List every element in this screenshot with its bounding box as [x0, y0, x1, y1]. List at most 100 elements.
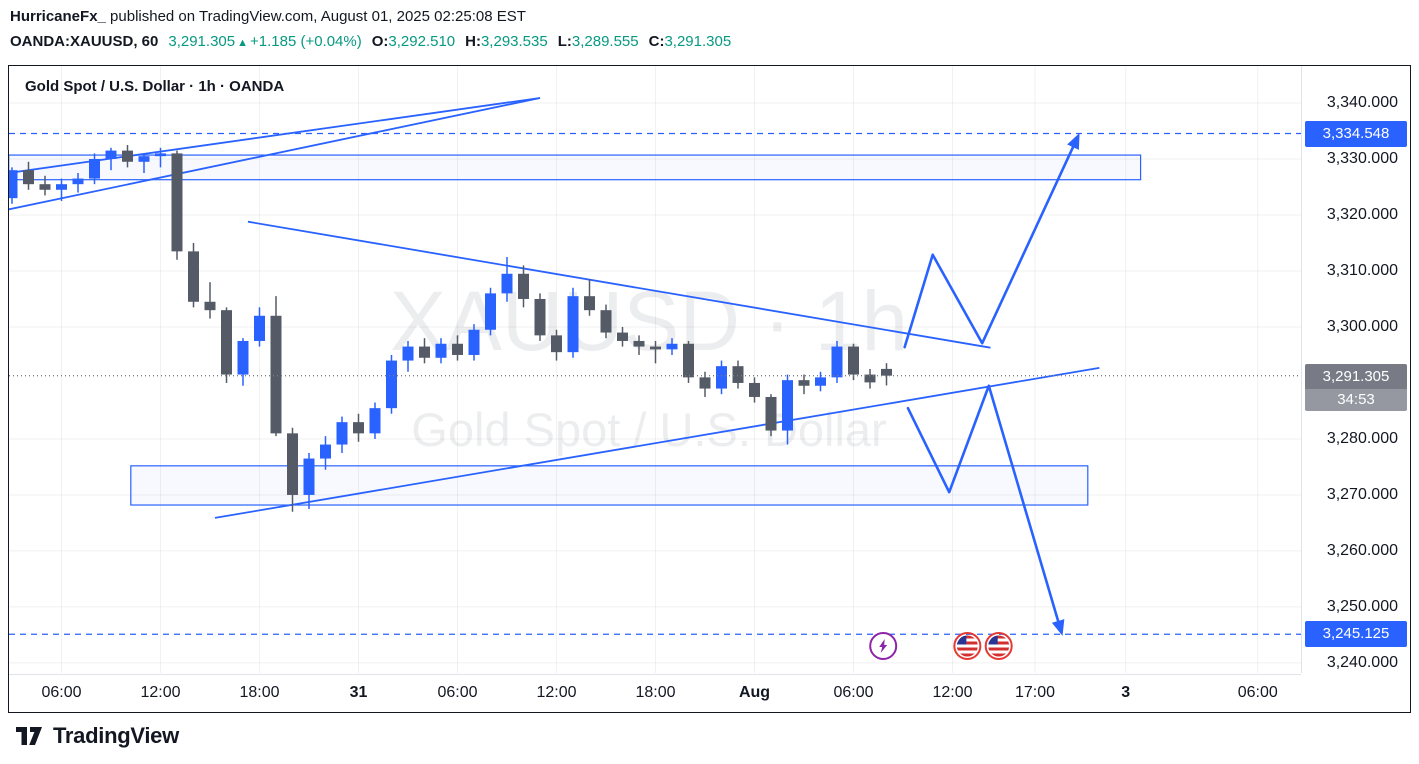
price-tick-label: 3,260.000 [1326, 541, 1398, 559]
time-axis[interactable]: 06:00 12:00 18:00 31 06:00 12:00 18:00 Aug 06:00… [9, 674, 1301, 712]
candle-body-down [518, 273, 529, 299]
bar-countdown: 34:53 [1305, 388, 1407, 411]
low-label: L: [557, 33, 572, 50]
time-tick-label: 18:00 [635, 684, 676, 701]
publish-info: published on TradingView.com, August 01,… [105, 8, 526, 25]
candle-body-up [254, 315, 265, 341]
supply-zone[interactable] [9, 154, 1142, 181]
last-price: 3,291.305 [168, 33, 236, 50]
candle-body-down [287, 433, 298, 495]
bullish-projection-arrow[interactable] [903, 133, 1080, 349]
symbol-title: OANDA:XAUUSD, 60 [10, 33, 159, 50]
lightning-icon[interactable] [869, 632, 898, 660]
up-triangle-icon: ▲ [237, 37, 248, 49]
last-price-badge-value: 3,291.305 [1305, 363, 1407, 389]
candle-body-down [39, 184, 51, 190]
price-tick-label: 3,310.000 [1326, 261, 1398, 279]
brand-name[interactable]: TradingView [53, 723, 179, 748]
candle-body-down [221, 310, 232, 375]
time-tick-label: 06:00 [833, 684, 874, 701]
watermark-description: Gold Spot / U.S. Dollar [411, 403, 886, 456]
candle-body-up [815, 377, 826, 386]
close-value: 3,291.305 [664, 33, 732, 50]
candle-body-up [666, 343, 678, 350]
candle-body-down [765, 396, 777, 431]
open-value: 3,292.510 [388, 33, 456, 50]
candle-body-up [831, 346, 843, 378]
candle-body-down [584, 296, 595, 311]
chart-widget: Gold Spot / U.S. Dollar · 1h · OANDA XAU… [8, 65, 1411, 713]
time-tick-label: 06:00 [437, 684, 478, 701]
candle-body-up [782, 380, 793, 431]
price-axis[interactable]: 3,340.000 3,330.000 3,320.000 3,310.000 3,30… [1301, 66, 1410, 673]
publish-header: HurricaneFx_ published on TradingView.co… [10, 8, 526, 25]
candle-body-up [369, 408, 381, 434]
candle-body-down [353, 422, 364, 434]
price-tick-label: 3,330.000 [1326, 149, 1398, 167]
price-change: +1.185 (+0.04%) [249, 33, 362, 50]
demand-zone[interactable] [130, 465, 1089, 506]
last-price-badge: 3,291.305 34:53 [1305, 363, 1407, 411]
symbol-status-bar: OANDA:XAUUSD, 60 3,291.305 ▲ +1.185 (+0.04%… [10, 33, 731, 50]
us-flag-icon[interactable] [984, 632, 1013, 660]
candle-body-up [485, 293, 496, 330]
candle-body-up [105, 150, 117, 159]
time-tick-label: 31 [349, 684, 368, 701]
time-tick-label: Aug [738, 684, 771, 701]
high-value: 3,293.535 [480, 33, 548, 50]
candle-body-up [501, 273, 513, 294]
price-tick-label: 3,270.000 [1326, 485, 1398, 503]
candle-body-down [551, 335, 562, 353]
candle-body-down [534, 298, 546, 336]
candle-body-up [237, 340, 249, 375]
close-label: C: [648, 33, 665, 50]
candle-body-up [435, 343, 447, 358]
candle-body-up [336, 422, 348, 445]
time-tick-label: 06:00 [1237, 684, 1278, 701]
candle-body-down [23, 170, 34, 185]
price-tick-label: 3,250.000 [1326, 597, 1398, 615]
us-flag-icon[interactable] [953, 632, 982, 660]
price-alert-badge: 3,334.548 [1305, 120, 1407, 147]
candle-body-up [402, 346, 414, 361]
candle-body-down [848, 346, 859, 375]
candle-body-down [204, 301, 216, 311]
candle-body-down [419, 346, 430, 358]
candlestick-series [9, 144, 892, 512]
triangle-lower-trendline[interactable] [214, 366, 1100, 519]
rising-wedge-lower-trendline[interactable] [9, 97, 541, 211]
candle-body-down [683, 343, 694, 378]
open-label: O: [371, 33, 389, 50]
chart-legend-title[interactable]: Gold Spot / U.S. Dollar · 1h · OANDA [25, 78, 285, 95]
price-alert-badge: 3,245.125 [1305, 621, 1407, 648]
candle-body-up [56, 184, 67, 190]
chart-plot-area[interactable]: Gold Spot / U.S. Dollar · 1h · OANDA XAU… [9, 66, 1301, 673]
time-tick-label: 06:00 [41, 684, 82, 701]
low-value: 3,289.555 [571, 33, 639, 50]
candle-body-up [303, 458, 315, 495]
candle-body-down [617, 332, 628, 341]
candle-body-down [452, 343, 463, 355]
price-tick-label: 3,280.000 [1326, 429, 1398, 447]
high-label: H: [465, 33, 481, 50]
price-tick-label: 3,300.000 [1326, 317, 1398, 335]
time-tick-label: 12:00 [932, 684, 973, 701]
triangle-upper-trendline[interactable] [247, 220, 991, 349]
price-tick-label: 3,320.000 [1326, 205, 1398, 223]
candle-body-up [468, 329, 480, 355]
candle-body-up [320, 444, 331, 459]
candle-body-down [699, 377, 711, 389]
tradingview-logo-icon[interactable] [14, 724, 44, 748]
candle-body-up [138, 156, 150, 162]
time-tick-label: 18:00 [239, 684, 280, 701]
candle-body-up [386, 360, 397, 409]
candle-body-down [171, 153, 183, 252]
candle-body-down [650, 346, 661, 350]
candle-body-down [600, 310, 612, 333]
time-tick-label: 12:00 [536, 684, 577, 701]
candle-body-up [155, 153, 166, 157]
bearish-projection-arrow[interactable] [906, 384, 1065, 636]
candle-body-down [798, 380, 810, 386]
candle-body-up [716, 366, 727, 389]
